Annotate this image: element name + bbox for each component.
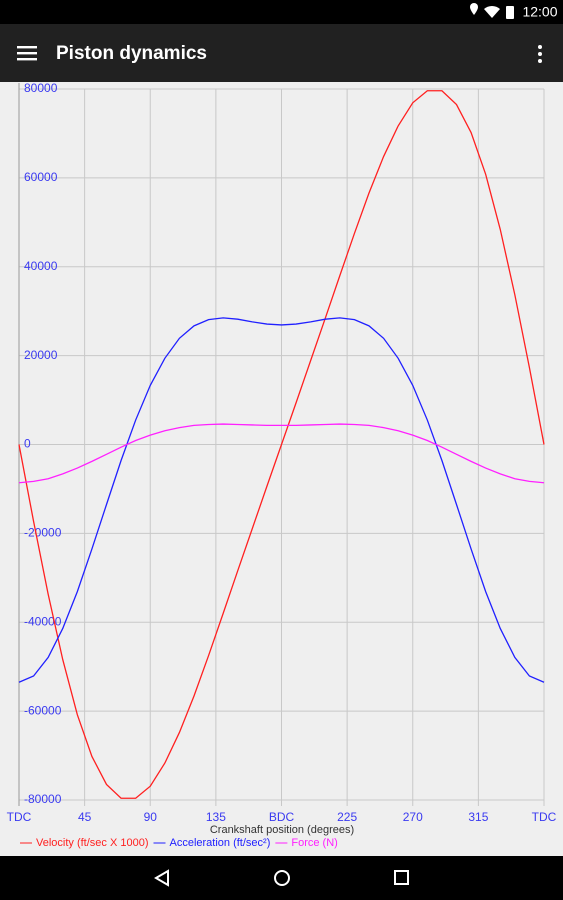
legend-label: Velocity (ft/sec X 1000) — [36, 837, 149, 849]
legend-label: Force (N) — [291, 837, 337, 849]
app-bar — [0, 24, 563, 82]
series-line — [18, 423, 545, 484]
y-tick-label: 80000 — [24, 81, 58, 95]
x-axis-label: Crankshaft position (degrees) — [210, 824, 354, 836]
nav-bar — [0, 856, 563, 900]
battery-icon — [506, 6, 514, 19]
status-icons — [470, 3, 514, 19]
y-tick-label: 20000 — [24, 348, 58, 362]
home-button[interactable] — [274, 870, 290, 886]
y-tick-label: 0 — [24, 437, 31, 451]
y-tick-label: -40000 — [24, 614, 62, 628]
x-tick-label: TDC — [7, 810, 32, 824]
menu-button[interactable] — [17, 46, 37, 61]
x-tick-label: 90 — [144, 810, 158, 824]
back-button[interactable] — [154, 869, 169, 887]
wifi-icon — [484, 5, 500, 18]
x-tick-label: 225 — [337, 810, 357, 824]
y-tick-label: 60000 — [24, 170, 58, 184]
y-tick-label: 40000 — [24, 259, 58, 273]
x-tick-label: TDC — [532, 810, 557, 824]
x-tick-label: 315 — [468, 810, 488, 824]
y-tick-label: -80000 — [24, 792, 62, 806]
x-tick-label: 45 — [78, 810, 92, 824]
status-bar — [0, 0, 563, 24]
overflow-menu[interactable] — [538, 45, 542, 63]
legend-label: Acceleration (ft/sec²) — [170, 837, 271, 849]
x-tick-label: 135 — [206, 810, 226, 824]
series-line — [18, 90, 545, 799]
y-tick-label: -60000 — [24, 703, 62, 717]
x-tick-label: BDC — [269, 810, 295, 824]
location-icon — [470, 3, 478, 15]
plot: TDC 45 90 135 BDC 225 270 315 TDC 80000 60000 40000… — [7, 81, 557, 824]
x-tick-label: 270 — [403, 810, 423, 824]
app-title: Piston dynamics — [56, 43, 207, 64]
series-line — [18, 317, 545, 683]
clock: 12:00 — [522, 4, 557, 20]
y-tick-label: -20000 — [24, 526, 62, 540]
recents-button[interactable] — [394, 870, 409, 885]
